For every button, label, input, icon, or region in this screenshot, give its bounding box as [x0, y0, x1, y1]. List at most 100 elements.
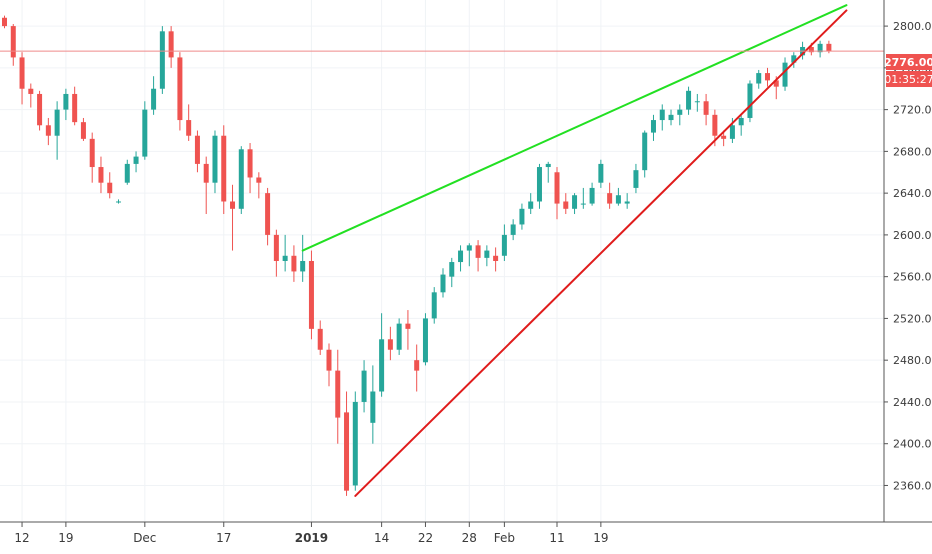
candle-down — [107, 172, 113, 199]
candle-body — [28, 88, 34, 94]
candle-body — [168, 31, 174, 58]
x-tick-label: 12 — [14, 531, 29, 545]
candle-body — [440, 274, 446, 293]
candle-down — [89, 132, 95, 183]
candle-up — [615, 187, 621, 206]
candle-body — [501, 234, 507, 256]
candle-body — [659, 109, 665, 121]
candle-down — [230, 184, 236, 251]
current-price-badge: 2776.00 — [884, 54, 932, 70]
candle-up — [572, 193, 578, 215]
candle-body — [63, 93, 69, 110]
candle-down — [177, 52, 183, 131]
candle-down — [2, 15, 7, 29]
candle-down — [72, 86, 78, 126]
candle-body — [782, 62, 788, 87]
candle-body — [361, 370, 367, 402]
current-price-label: 2776.00 — [884, 56, 932, 69]
candle-up — [650, 114, 656, 141]
gridlines — [0, 0, 884, 522]
candle-body — [633, 170, 639, 188]
candle-up — [449, 257, 455, 288]
candle-body — [694, 101, 700, 103]
candle-up — [63, 88, 69, 121]
candle-body — [212, 135, 218, 183]
upper-trendline — [301, 4, 848, 252]
candle-body — [729, 125, 735, 139]
candle-up — [756, 69, 762, 89]
x-tick-label: 14 — [374, 531, 389, 545]
y-tick-label: 2520.00 — [893, 312, 932, 325]
candle-body — [449, 262, 455, 277]
candle-down — [168, 26, 174, 68]
candles — [2, 15, 832, 496]
candle-body — [116, 201, 122, 203]
candle-body — [142, 109, 148, 157]
candle-body — [466, 245, 472, 251]
y-tick-label: 2400.00 — [893, 438, 932, 451]
candle-up — [668, 109, 674, 126]
candle-body — [396, 323, 402, 350]
candle-up — [370, 365, 376, 444]
candle-body — [186, 120, 192, 136]
candle-down — [265, 187, 271, 246]
candle-up — [352, 391, 358, 491]
candle-up — [738, 114, 744, 136]
candle-body — [703, 101, 709, 115]
candle-body — [668, 114, 674, 121]
candle-body — [484, 250, 490, 258]
candle-body — [624, 201, 630, 204]
candle-down — [308, 250, 314, 340]
candle-body — [265, 193, 271, 235]
candle-up — [536, 163, 542, 209]
candle-up — [133, 151, 139, 173]
candle-up — [694, 93, 700, 112]
x-tick-label: 19 — [58, 531, 73, 545]
candle-up — [747, 80, 753, 123]
candle-body — [238, 149, 244, 209]
x-tick-label: 2019 — [295, 531, 328, 545]
candle-up — [659, 104, 665, 131]
candle-body — [747, 83, 753, 118]
x-tick-label: 22 — [418, 531, 433, 545]
candle-body — [247, 149, 253, 178]
candle-body — [712, 114, 718, 136]
x-tick-label: 11 — [549, 531, 564, 545]
y-tick-label: 2480.00 — [893, 354, 932, 367]
candle-up — [677, 104, 683, 126]
candle-down — [405, 310, 411, 350]
y-tick-label: 2640.00 — [893, 187, 932, 200]
candle-up — [379, 313, 385, 397]
candle-up — [519, 203, 525, 230]
candle-body — [607, 193, 613, 204]
candle-body — [791, 55, 797, 63]
candle-down — [414, 344, 420, 392]
candle-down — [554, 167, 560, 220]
candle-body — [615, 195, 621, 204]
candle-body — [721, 135, 727, 139]
candle-body — [370, 391, 376, 423]
candle-up — [361, 360, 367, 413]
candle-body — [203, 163, 209, 183]
candle-body — [379, 339, 385, 392]
candle-body — [273, 234, 279, 261]
candle-up — [396, 318, 402, 355]
lower-trendline — [354, 9, 848, 497]
candle-up — [431, 287, 437, 324]
y-axis-ticks: 2360.00 2400.00 2440.00 2480.00 2520.00 2560.… — [884, 20, 932, 492]
candle-up — [300, 234, 306, 282]
candle-down — [273, 229, 279, 277]
x-tick-label: 19 — [593, 531, 608, 545]
candle-up — [212, 130, 218, 194]
candle-up — [484, 245, 490, 267]
x-tick-label: 28 — [462, 531, 477, 545]
x-tick-label: Feb — [494, 531, 515, 545]
candle-up — [116, 199, 122, 204]
candle-down — [28, 83, 34, 108]
candle-body — [677, 109, 683, 115]
candle-up — [633, 163, 639, 194]
candle-up — [142, 101, 148, 160]
candle-body — [475, 245, 481, 258]
candle-down — [221, 125, 227, 215]
